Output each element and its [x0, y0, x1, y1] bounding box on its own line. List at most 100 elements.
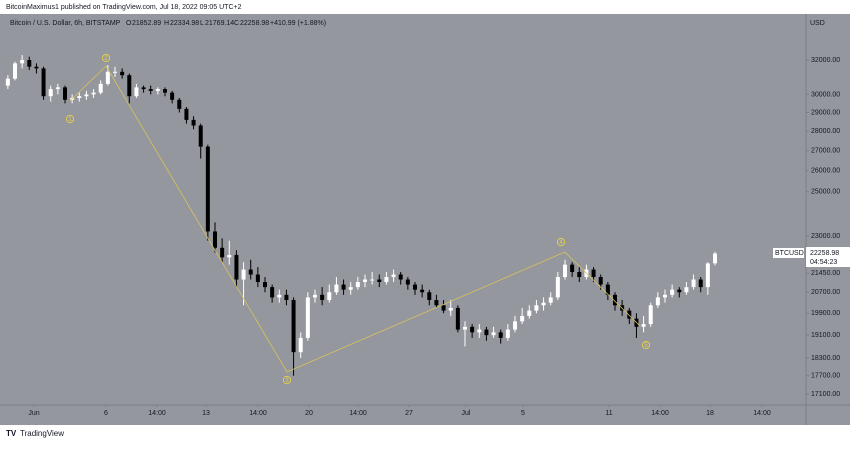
y-tick-label: 30000.00 [811, 91, 840, 98]
y-tick-label: 32000.00 [811, 57, 840, 64]
currency: USD [810, 20, 825, 27]
candle-body [227, 254, 232, 258]
candle-body [534, 305, 539, 311]
candle-body [155, 89, 160, 91]
candle-body [341, 284, 346, 290]
candle-body [213, 231, 217, 248]
chart-title: Bitcoin / U.S. Dollar, 6h, BITSTAMP [10, 20, 121, 27]
candle-body [48, 89, 53, 97]
candle-body [598, 277, 603, 285]
y-tick-label: 25000.00 [811, 188, 840, 195]
candle-body [713, 253, 717, 264]
candle-body [20, 60, 25, 64]
candle-body [641, 324, 646, 327]
candle-body [434, 300, 439, 306]
x-tick-label: 14:00 [148, 410, 166, 417]
y-tick-label: 19100.00 [811, 332, 840, 339]
candle-body [277, 294, 282, 298]
y-tick-label: 28000.00 [811, 128, 840, 135]
candle-body [655, 297, 660, 306]
candle-body [541, 302, 546, 306]
candle-body [320, 294, 325, 301]
candle-body [84, 94, 89, 97]
candle-body [313, 294, 317, 298]
ohlc-letter: L [200, 20, 204, 27]
candle-body [184, 108, 189, 120]
y-tick-label: 19900.00 [811, 310, 840, 317]
candle-body [570, 264, 575, 273]
candle-body [677, 289, 682, 293]
candle-body [34, 66, 39, 69]
candle-body [484, 329, 489, 336]
candle-body [98, 83, 103, 93]
wave-circle [65, 114, 75, 124]
candle-body [248, 269, 253, 275]
candle-body [141, 87, 146, 90]
candle-body [234, 254, 239, 280]
y-tick-label: 23000.00 [811, 233, 840, 240]
publisher: BitcoinMaximus1 published on TradingView… [6, 4, 242, 11]
wave-circle [641, 340, 651, 350]
change: +410.99 (+1.88%) [270, 20, 326, 27]
candle-body [648, 305, 653, 325]
price-badge: BTCUSD 22258.98 04:54:23 [773, 247, 850, 267]
candle-body [613, 294, 617, 306]
footer [0, 425, 850, 444]
candle-body [27, 60, 32, 67]
x-tick-label: 14:00 [249, 410, 267, 417]
candle-body [163, 89, 167, 93]
candle-body [448, 307, 453, 311]
ohlc-letter: C [234, 20, 239, 27]
candle-body [334, 284, 339, 293]
candle-body [420, 289, 425, 293]
candle-body [63, 87, 67, 100]
candle-body [41, 68, 46, 97]
last-price: 22258.98 [810, 250, 839, 257]
x-tick-label: 14:00 [651, 410, 669, 417]
brand: TradingView [20, 429, 64, 438]
x-tick-label: 13 [202, 410, 210, 417]
ohlc-letter: H [164, 20, 169, 27]
x-tick-label: 6 [104, 410, 108, 417]
candle-body [270, 287, 275, 298]
wave-line [69, 65, 641, 373]
x-tick-label: Jul [462, 410, 471, 417]
wave-circle [556, 237, 566, 247]
wave-count: 1 2 3 4 5 [65, 53, 651, 384]
candle-body [305, 297, 310, 338]
candle-body [477, 329, 482, 333]
x-tick-label: 11 [605, 410, 612, 417]
x-tick-label: 5 [521, 410, 525, 417]
wave-label: 2 [104, 56, 108, 62]
candle-body [513, 321, 517, 330]
candle-body [263, 282, 267, 288]
x-tick-label: 14:00 [753, 410, 771, 417]
x-tick-label: Jun [28, 410, 39, 417]
candle-body [691, 279, 696, 288]
candle-body [91, 92, 96, 95]
candle-body [384, 277, 389, 283]
candle-body [548, 297, 553, 303]
candle-body [491, 332, 496, 336]
wave-label: 4 [559, 240, 563, 246]
candle-body [148, 89, 153, 91]
ohlc-value: 22258.98 [240, 20, 269, 27]
candle-body [527, 310, 532, 316]
candle-body [377, 279, 382, 283]
candle-body [291, 300, 296, 353]
candle-body [348, 287, 353, 290]
candle-body [520, 315, 525, 322]
candle-body [177, 99, 182, 109]
y-tick-label: 17700.00 [811, 373, 840, 380]
candle-body [198, 125, 203, 147]
candle-body [170, 92, 175, 100]
chart-background [0, 14, 850, 425]
x-tick-label: 27 [405, 410, 413, 417]
y-tick-label: 18300.00 [811, 355, 840, 362]
candle-body [284, 294, 289, 301]
symbol-badge [773, 248, 804, 258]
last-price-box [806, 247, 850, 267]
candle-body [698, 279, 703, 288]
ohlc-value: 21852.89 [132, 20, 161, 27]
